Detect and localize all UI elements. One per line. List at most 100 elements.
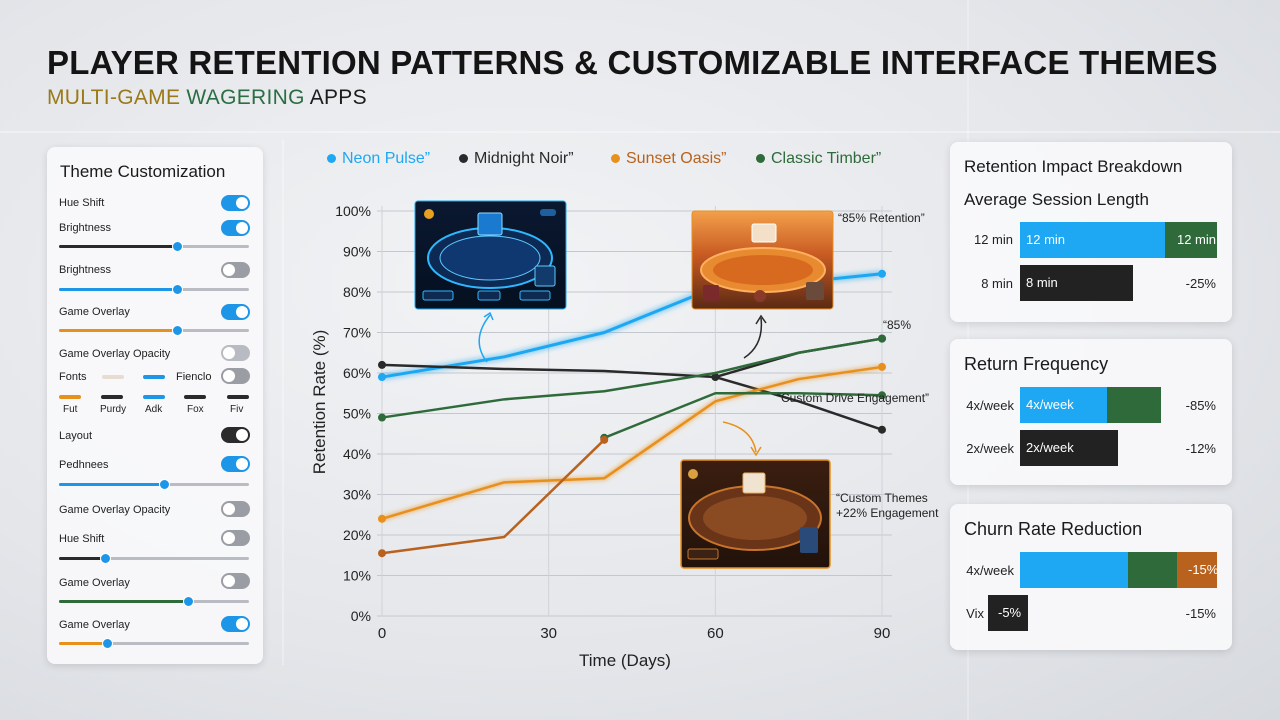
x-axis-ticks: 0 30 60 90: [378, 625, 891, 642]
noir-annotation-arrow: [743, 317, 763, 359]
series-point: [878, 425, 886, 434]
churn-bar-2-dark: [988, 595, 1028, 631]
series-point: [600, 435, 609, 444]
game-overlay-2-slider[interactable]: [59, 596, 249, 607]
game-overlay-opacity-toggle[interactable]: [221, 345, 250, 361]
series-line-3: [381, 365, 883, 520]
series-point: [878, 334, 886, 343]
series-point: [878, 269, 886, 278]
brightness-label: Brightness: [59, 222, 111, 234]
subtitle-part-multi-game: MULTI-GAME: [47, 86, 187, 109]
session-length-title: Average Session Length: [964, 190, 1149, 209]
y-tick-label: 80%: [343, 284, 371, 300]
retention-impact-title: Retention Impact Breakdown: [964, 157, 1183, 176]
pedhnees-toggle[interactable]: [221, 456, 250, 472]
subtitle-part-apps: APPS: [309, 86, 367, 109]
hue-shift-2-label: Hue Shift: [59, 533, 105, 545]
theme-panel-title: Theme Customization: [60, 162, 226, 181]
x-tick-label: 60: [707, 625, 724, 642]
legend-sunset-dot: [611, 154, 620, 164]
return-frequency-panel: Return Frequency 4x/week 4x/week -85% 2x…: [950, 339, 1232, 485]
legend-classic-timber[interactable]: Classic Timber”: [756, 150, 881, 168]
churn-row-1-label: 4x/week: [966, 563, 1014, 578]
session-bar-2-text: 8 min: [1026, 275, 1058, 290]
series-point: [711, 373, 720, 382]
brightness-toggle[interactable]: [221, 220, 250, 236]
session-row-2-right: -25%: [1185, 276, 1216, 291]
subtitle-part-wagering: WAGERING: [186, 86, 310, 109]
x-tick-label: 30: [540, 625, 557, 642]
x-tick-label: 0: [378, 625, 386, 642]
layout-label: Layout: [59, 430, 93, 442]
hue-shift-toggle[interactable]: [221, 195, 250, 211]
game-overlay-label: Game Overlay: [59, 306, 130, 318]
hue-shift-2-toggle[interactable]: [221, 530, 250, 546]
font-fox-swatch[interactable]: [184, 395, 206, 399]
legend-neon-pulse[interactable]: Neon Pulse”: [327, 150, 430, 168]
page-title: PLAYER RETENTION PATTERNS & CUSTOMIZABLE…: [47, 44, 1218, 81]
series-line-6: [381, 438, 606, 555]
game-overlay-3-label: Game Overlay: [59, 619, 130, 631]
y-tick-label: 0%: [351, 608, 371, 624]
game-overlay-2-toggle[interactable]: [221, 573, 250, 589]
game-overlay-slider[interactable]: [59, 325, 249, 336]
fonts-toggle[interactable]: [221, 368, 250, 384]
sunset-oasis-theme-preview: [691, 210, 834, 310]
churn-bar-2-text: -5%: [998, 605, 1022, 620]
y-axis-ticks: 0% 10% 20% 30% 40% 50% 60% 70% 80% 90% 100%: [335, 203, 371, 624]
brightness-2-label: Brightness: [59, 264, 111, 276]
pedhnees-label: Pedhnees: [59, 459, 109, 471]
churn-rate-panel: Churn Rate Reduction 4x/week -15% Vix -5…: [950, 504, 1232, 650]
annotation-custom-drive: “Custom Drive Engagement”: [777, 391, 930, 405]
game-overlay-3-slider[interactable]: [59, 638, 249, 649]
classic-timber-theme-preview: [680, 459, 831, 569]
font-fut-swatch[interactable]: [59, 395, 81, 399]
legend-midnight-noir[interactable]: Midnight Noir”: [459, 150, 574, 168]
pedhnees-slider[interactable]: [59, 479, 249, 490]
game-overlay-toggle[interactable]: [221, 304, 250, 320]
series-point: [378, 514, 386, 523]
theme-customization-panel: Theme Customization Hue Shift Brightness…: [47, 147, 263, 664]
game-overlay-2-label: Game Overlay: [59, 577, 130, 589]
annotation-custom-themes: “Custom Themes: [836, 491, 928, 505]
y-axis-label: Retention Rate (%): [310, 330, 329, 475]
return-row-1-label: 4x/week: [966, 398, 1014, 413]
brightness-slider[interactable]: [59, 241, 249, 252]
y-tick-label: 70%: [343, 325, 371, 341]
legend-sunset-oasis[interactable]: Sunset Oasis”: [611, 150, 726, 168]
retention-impact-panel: Retention Impact Breakdown Average Sessi…: [950, 142, 1232, 322]
y-tick-label: 60%: [343, 365, 371, 381]
fonts-extra-label: Fienclo: [176, 371, 212, 383]
series-point: [378, 413, 386, 422]
font-name-adk: Adk: [145, 404, 163, 415]
session-bar-1-green: [1165, 222, 1217, 258]
brightness-2-toggle[interactable]: [221, 262, 250, 278]
series-line-5: [603, 392, 883, 439]
series-point: [378, 360, 386, 369]
font-adk-swatch[interactable]: [143, 395, 165, 399]
churn-rate-title: Churn Rate Reduction: [964, 519, 1143, 539]
hue-shift-2-slider[interactable]: [59, 553, 249, 564]
return-bar-1-text: 4x/week: [1026, 397, 1074, 412]
session-row-1-label: 12 min: [973, 232, 1013, 247]
font-fiv-swatch[interactable]: [227, 395, 249, 399]
y-tick-label: 20%: [343, 527, 371, 543]
legend-timber-label: Classic Timber”: [771, 150, 882, 167]
game-overlay-opacity-2-toggle[interactable]: [221, 501, 250, 517]
churn-bar-1-text: -15%: [1188, 562, 1219, 577]
font-name-fiv: Fiv: [230, 404, 244, 415]
series-point: [378, 549, 386, 558]
font-purdy-swatch[interactable]: [101, 395, 123, 399]
y-tick-label: 100%: [335, 203, 371, 219]
font-name-purdy: Purdy: [100, 404, 127, 415]
page-subtitle: MULTI-GAME WAGERING APPS: [47, 86, 367, 110]
game-overlay-3-toggle[interactable]: [221, 616, 250, 632]
churn-row-2-label: Vix: [966, 606, 984, 621]
layout-toggle[interactable]: [221, 427, 250, 443]
legend-noir-dot: [459, 154, 468, 164]
brightness-2-slider[interactable]: [59, 284, 249, 295]
series-point: [878, 391, 886, 400]
hue-shift-label: Hue Shift: [59, 197, 105, 209]
y-tick-label: 50%: [343, 406, 371, 422]
annotation-engagement: +22% Engagement: [836, 506, 939, 520]
